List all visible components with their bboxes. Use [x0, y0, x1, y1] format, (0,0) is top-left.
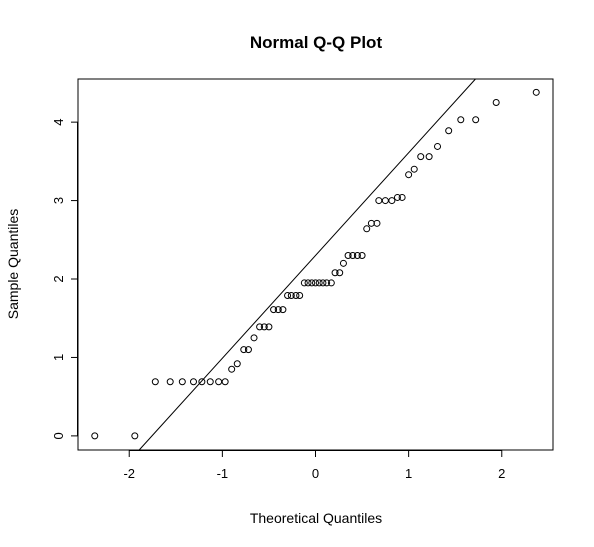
x-axis: -2 -1 0 1 2	[123, 450, 505, 481]
data-point	[312, 279, 319, 287]
data-point	[363, 225, 371, 233]
y-tick-label: 2	[51, 275, 66, 282]
data-point	[388, 197, 396, 205]
data-point	[308, 279, 316, 287]
y-tick-label: 0	[51, 432, 66, 439]
x-tick-label: 2	[498, 466, 505, 481]
data-point	[279, 306, 287, 314]
data-point	[323, 279, 331, 287]
data-point	[344, 251, 352, 259]
data-point	[240, 346, 248, 354]
data-point	[274, 306, 282, 314]
data-point	[166, 378, 174, 386]
data-point	[198, 378, 206, 386]
data-point	[215, 378, 223, 386]
data-point	[300, 279, 308, 287]
data-point	[381, 197, 389, 205]
reference-line	[138, 78, 476, 451]
data-point	[405, 171, 413, 179]
data-point	[265, 323, 273, 331]
data-point	[189, 378, 197, 386]
data-point	[319, 279, 327, 287]
x-axis-label: Theoretical Quantiles	[250, 510, 382, 526]
y-tick-label: 1	[51, 354, 66, 361]
data-point	[304, 279, 312, 287]
data-points	[91, 88, 540, 440]
data-point	[472, 116, 480, 124]
data-point	[410, 165, 418, 173]
data-point	[206, 378, 214, 386]
data-point	[260, 323, 268, 331]
data-point	[131, 432, 139, 440]
data-point	[284, 291, 292, 299]
data-point	[244, 346, 252, 354]
data-point	[492, 99, 500, 107]
data-point	[296, 291, 304, 299]
data-point	[256, 323, 264, 331]
data-point	[327, 279, 335, 287]
data-point	[91, 432, 99, 440]
data-point	[151, 378, 159, 386]
data-point	[417, 153, 425, 161]
data-point	[358, 251, 366, 259]
data-point	[434, 142, 442, 150]
data-point	[233, 360, 241, 368]
y-tick-label: 3	[51, 197, 66, 204]
y-axis: 0 1 2 3 4	[51, 119, 78, 439]
x-tick-label: 1	[405, 466, 412, 481]
data-point	[336, 269, 344, 277]
data-point	[221, 378, 229, 386]
data-point	[250, 334, 258, 342]
data-point	[425, 153, 433, 161]
data-point	[373, 219, 381, 227]
data-point	[331, 269, 339, 277]
data-point	[315, 279, 323, 287]
y-tick-label: 4	[51, 119, 66, 126]
data-point	[393, 193, 401, 201]
data-point	[270, 306, 278, 314]
y-axis-label: Sample Quantiles	[5, 209, 21, 320]
data-point	[532, 88, 540, 96]
data-point	[292, 291, 300, 299]
plot-frame	[77, 78, 554, 451]
data-point	[339, 259, 347, 267]
chart-title: Normal Q-Q Plot	[250, 33, 383, 52]
data-point	[353, 251, 361, 259]
data-point	[228, 365, 236, 373]
x-tick-label: -2	[123, 466, 135, 481]
data-point	[375, 197, 383, 205]
reference-line-group	[138, 78, 476, 451]
data-point	[287, 291, 295, 299]
data-point	[349, 251, 357, 259]
data-point	[398, 193, 406, 201]
data-point	[178, 378, 186, 386]
data-point	[445, 127, 453, 135]
x-tick-label: -1	[217, 466, 229, 481]
x-tick-label: 0	[312, 466, 319, 481]
data-point	[457, 116, 465, 124]
